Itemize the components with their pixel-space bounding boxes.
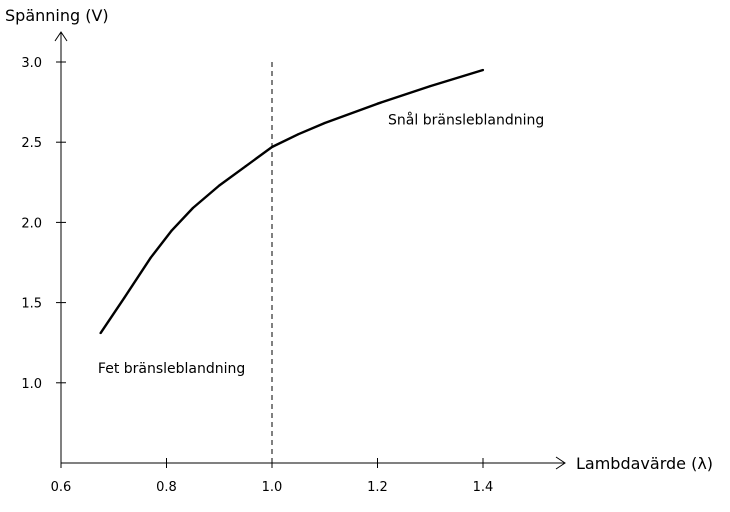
data-point xyxy=(323,121,326,125)
data-point xyxy=(123,296,126,299)
annotation-rich-mixture: Fet bränsleblandning xyxy=(98,361,245,377)
y-tick-label: 2.0 xyxy=(21,216,42,231)
x-axis-title: Lambdavärde (λ) xyxy=(576,454,713,473)
data-point xyxy=(191,206,194,210)
y-axis-arrow-icon xyxy=(54,31,68,42)
x-tick-label: 1.0 xyxy=(262,480,283,495)
data-point xyxy=(481,68,485,72)
y-axis-title: Spänning (V) xyxy=(5,6,109,25)
x-axis-arrow-icon xyxy=(555,456,566,470)
data-point xyxy=(170,229,173,232)
data-points xyxy=(99,68,485,335)
y-tick-label: 3.0 xyxy=(21,56,42,71)
series-line xyxy=(99,68,484,334)
x-tick-label: 1.4 xyxy=(473,480,494,495)
data-point xyxy=(297,133,300,136)
x-tick-label: 0.6 xyxy=(51,480,72,495)
y-tick-label: 1.0 xyxy=(21,377,42,392)
data-point xyxy=(149,256,152,259)
y-tick-label: 2.5 xyxy=(21,136,42,151)
axes xyxy=(54,31,566,470)
x-tick-label: 1.2 xyxy=(367,480,388,495)
data-point xyxy=(244,165,247,168)
annotation-lean-mixture: Snål bränsleblandning xyxy=(388,112,544,129)
data-point xyxy=(376,102,379,105)
data-point xyxy=(270,145,274,149)
ticks: 0.6 0.8 1.0 1.2 1.4 1.0 1.5 2.0 2.5 3.0 xyxy=(21,56,493,495)
y-tick-label: 1.5 xyxy=(21,297,42,312)
data-point xyxy=(429,84,432,88)
data-point xyxy=(99,331,102,335)
data-point xyxy=(218,184,221,187)
x-tick-label: 0.8 xyxy=(156,480,177,495)
